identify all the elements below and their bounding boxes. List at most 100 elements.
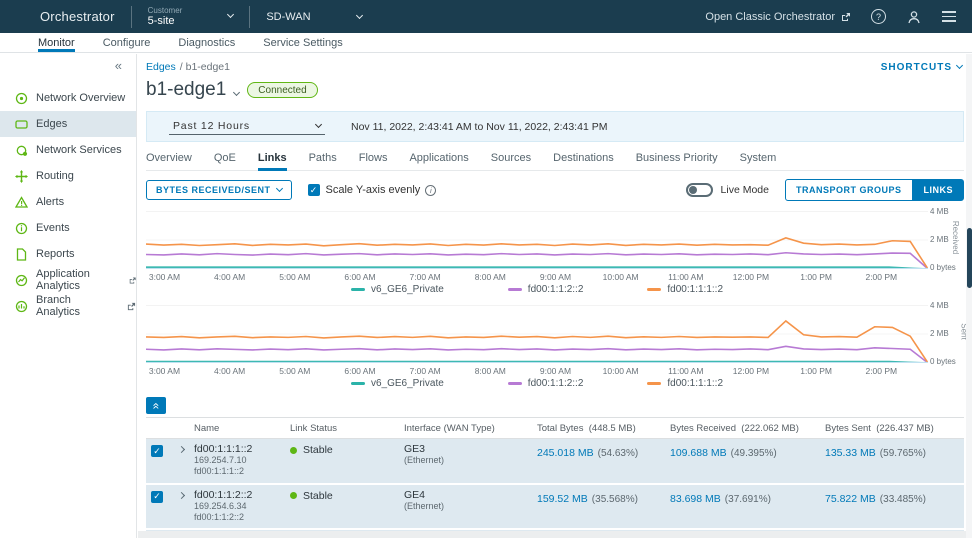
row-expand-icon[interactable] (177, 446, 184, 453)
chevron-down-icon (956, 62, 963, 69)
links-button[interactable]: LINKS (913, 179, 965, 201)
info-icon[interactable]: i (425, 185, 436, 196)
bytes-sent-link[interactable]: 135.33 MB (825, 447, 876, 459)
col-link-status[interactable]: Link Status (290, 423, 404, 434)
tab-applications[interactable]: Applications (409, 152, 468, 170)
time-range-select[interactable]: Past 12 Hours (169, 118, 325, 135)
total-bytes-link[interactable]: 159.52 MB (537, 493, 588, 505)
row-checkbox[interactable]: ✓ (151, 445, 163, 457)
sidebar-item-alerts[interactable]: Alerts (0, 189, 136, 215)
edge-selector-chevron-icon[interactable] (233, 88, 240, 95)
legend-label: fd00:1:1:1::2 (667, 284, 723, 295)
live-mode-toggle[interactable] (686, 183, 713, 197)
external-link-icon (127, 302, 136, 311)
time-range-span: Nov 11, 2022, 2:43:41 AM to Nov 11, 2022… (351, 121, 607, 133)
sent-chart-plot (146, 305, 928, 363)
legend-item[interactable]: fd00:1:1:2::2 (508, 284, 584, 295)
legend-item[interactable]: v6_GE6_Private (351, 284, 444, 295)
legend-item[interactable]: fd00:1:1:1::2 (647, 284, 723, 295)
table-row[interactable]: ✓ fd00:1:1:2::2169.254.6.34fd00:1:1:2::2… (146, 485, 964, 531)
x-axis-tick-label: 8:00 AM (475, 366, 506, 376)
sidebar-item-application-analytics[interactable]: Application Analytics (0, 267, 136, 293)
sidebar-item-events[interactable]: Events (0, 215, 136, 241)
y-axis-tick-label: 0 bytes (930, 357, 956, 366)
x-axis-tick-label: 11:00 AM (668, 272, 703, 282)
col-bytes-sent[interactable]: Bytes Sent (226.437 MB) (825, 423, 964, 434)
tab-paths[interactable]: Paths (309, 152, 337, 170)
total-bytes-link[interactable]: 245.018 MB (537, 447, 594, 459)
sidebar-item-edges[interactable]: Edges (0, 111, 136, 137)
collapse-charts-button[interactable]: « (146, 397, 166, 414)
legend-item[interactable]: fd00:1:1:1::2 (647, 378, 723, 389)
sidebar-item-reports[interactable]: Reports (0, 241, 136, 267)
x-axis-tick-label: 1:00 PM (800, 272, 832, 282)
metric-dropdown-button[interactable]: BYTES RECEIVED/SENT (146, 180, 292, 200)
transport-groups-button[interactable]: TRANSPORT GROUPS (785, 179, 913, 201)
row-checkbox[interactable]: ✓ (151, 491, 163, 503)
nav-tab-configure[interactable]: Configure (103, 33, 151, 52)
received-chart: 4 MB2 MB0 bytes Received 3:00 AM4:00 AM5… (146, 207, 964, 295)
bytes-received-link[interactable]: 109.688 MB (670, 447, 727, 459)
user-icon[interactable] (906, 9, 922, 25)
col-name[interactable]: Name (194, 423, 290, 434)
col-bytes-received[interactable]: Bytes Received (222.062 MB) (670, 423, 825, 434)
sent-y-axis-labels: 4 MB2 MB0 bytes (930, 301, 960, 367)
tab-system[interactable]: System (740, 152, 777, 170)
legend-swatch (647, 382, 661, 385)
col-interface[interactable]: Interface (WAN Type) (404, 423, 537, 434)
sidebar-item-network-overview[interactable]: Network Overview (0, 85, 136, 111)
scrollbar-thumb[interactable] (967, 228, 972, 288)
service-label: SD-WAN (266, 11, 310, 23)
received-axis-title: Received (951, 221, 960, 254)
table-header-row: Name Link Status Interface (WAN Type) To… (146, 417, 964, 439)
customer-selector[interactable]: Customer 5-site (148, 6, 234, 28)
open-classic-orchestrator-link[interactable]: Open Classic Orchestrator (705, 11, 851, 23)
status-badge: Connected (247, 82, 317, 98)
primary-nav: Monitor Configure Diagnostics Service Se… (0, 33, 972, 53)
y-axis-tick-label: 2 MB (930, 329, 949, 338)
events-icon (15, 222, 28, 235)
sidebar-collapse-icon[interactable]: « (0, 54, 136, 73)
nav-tab-service-settings[interactable]: Service Settings (263, 33, 342, 52)
tab-destinations[interactable]: Destinations (553, 152, 614, 170)
application-analytics-icon (15, 274, 28, 287)
shortcuts-menu[interactable]: SHORTCUTS (881, 62, 962, 73)
received-x-axis: 3:00 AM4:00 AM5:00 AM6:00 AM7:00 AM8:00 … (146, 272, 928, 283)
tab-links[interactable]: Links (258, 152, 287, 170)
chart-controls: BYTES RECEIVED/SENT ✓ Scale Y-axis evenl… (146, 179, 964, 201)
nav-tab-monitor[interactable]: Monitor (38, 33, 75, 52)
bytes-received-link[interactable]: 83.698 MB (670, 493, 721, 505)
tab-qoe[interactable]: QoE (214, 152, 236, 170)
nav-tab-diagnostics[interactable]: Diagnostics (178, 33, 235, 52)
breadcrumb-current: / b1-edge1 (180, 61, 230, 73)
sidebar-item-branch-analytics[interactable]: Branch Analytics (0, 293, 136, 319)
breadcrumb-edges-link[interactable]: Edges (146, 61, 176, 73)
legend-swatch (351, 382, 365, 385)
scale-y-axis-checkbox[interactable]: ✓ (308, 184, 320, 196)
col-total-bytes[interactable]: Total Bytes (448.5 MB) (537, 423, 670, 434)
tab-flows[interactable]: Flows (359, 152, 388, 170)
bytes-sent-link[interactable]: 75.822 MB (825, 493, 876, 505)
row-expand-icon[interactable] (177, 491, 184, 498)
sent-chart-legend: v6_GE6_Private fd00:1:1:2::2 fd00:1:1:1::2 (146, 378, 928, 389)
tab-overview[interactable]: Overview (146, 152, 192, 170)
service-selector[interactable]: SD-WAN (266, 11, 361, 23)
legend-item[interactable]: fd00:1:1:2::2 (508, 378, 584, 389)
status-dot (290, 492, 297, 499)
x-axis-tick-label: 2:00 PM (865, 366, 897, 376)
menu-icon[interactable] (942, 11, 956, 22)
help-icon[interactable]: ? (871, 9, 886, 24)
legend-item[interactable]: v6_GE6_Private (351, 378, 444, 389)
sidebar-item-routing[interactable]: Routing (0, 163, 136, 189)
scrollbar-track[interactable] (966, 54, 972, 538)
tab-sources[interactable]: Sources (491, 152, 531, 170)
x-axis-tick-label: 3:00 AM (149, 366, 180, 376)
tab-business-priority[interactable]: Business Priority (636, 152, 718, 170)
table-row[interactable]: ✓ fd00:1:1:1::2169.254.7.10fd00:1:1:1::2… (146, 439, 964, 485)
chevron-down-icon (275, 185, 282, 192)
x-axis-tick-label: 4:00 AM (214, 272, 245, 282)
links-table: « Name Link Status Interface (WAN Type) … (146, 397, 964, 538)
y-axis-tick-label: 0 bytes (930, 263, 956, 272)
sidebar-item-network-services[interactable]: Network Services (0, 137, 136, 163)
legend-swatch (647, 288, 661, 291)
